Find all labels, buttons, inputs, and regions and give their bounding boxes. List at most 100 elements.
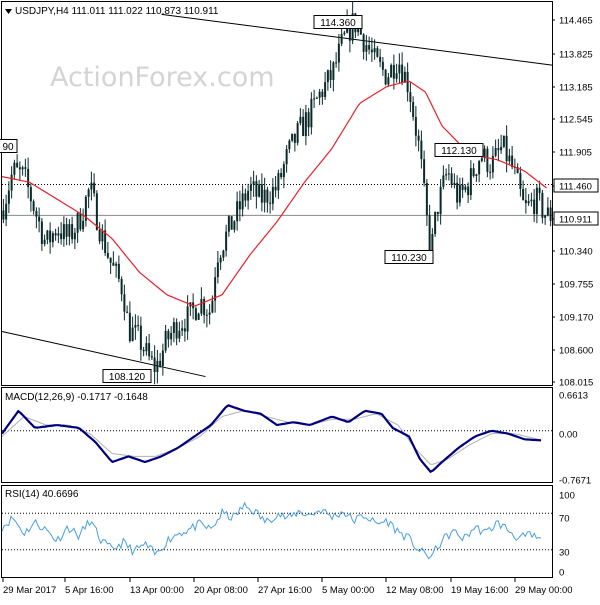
candle-body [450, 173, 453, 185]
candle-body [530, 199, 533, 202]
price-tick-label: 110.911 [559, 215, 592, 226]
candle-body [368, 45, 371, 50]
moving-average-line [1, 80, 547, 307]
candle-body [183, 328, 186, 332]
candle-body [398, 64, 401, 74]
candle-body [219, 257, 222, 263]
candle-body [115, 263, 118, 266]
candle-body [395, 73, 398, 79]
candle-body [233, 221, 236, 230]
candle-body [7, 190, 10, 204]
rsi-tick-label: 30 [559, 548, 570, 559]
left-edge-price-label-box [0, 139, 18, 153]
candle-body [266, 189, 269, 203]
macd-tick-label: 0.00 [559, 430, 578, 441]
candle-body [296, 123, 299, 143]
candle-body [491, 155, 494, 173]
low-price-label: 108.120 [109, 372, 146, 383]
candle-body [384, 69, 387, 85]
macd-main-line [1, 404, 542, 474]
candle-body [54, 233, 57, 236]
candle-body [313, 98, 316, 100]
candle-body [205, 314, 208, 316]
trendline-upper [161, 13, 553, 66]
x-tick-label: 29 Mar 2017 [3, 585, 56, 596]
candle-body [502, 135, 505, 147]
dropdown-triangle-icon[interactable] [5, 9, 12, 14]
candle-body [186, 306, 189, 332]
candle-body [159, 360, 162, 367]
candle-body [150, 356, 153, 358]
candle-body [340, 34, 343, 44]
candle-body [208, 312, 211, 315]
candle-body [293, 133, 296, 143]
candle-body [315, 97, 318, 99]
candle-body [533, 199, 536, 214]
price-tick-label: 111.460 [559, 182, 592, 193]
candle-body [337, 43, 340, 63]
candle-body [269, 202, 272, 204]
candle-body [181, 328, 184, 331]
candle-body [365, 45, 368, 52]
left-edge-price-label: 90 [2, 142, 14, 153]
rsi-title: RSI(14) 40.6696 [5, 489, 79, 500]
price-tick-label: 108.600 [559, 346, 593, 357]
candle-body [109, 257, 112, 263]
candle-body [142, 349, 145, 352]
candle-body [101, 230, 104, 242]
candle-body [258, 184, 261, 197]
candle-body [60, 233, 63, 240]
price-tick-label: 113.185 [559, 83, 593, 94]
candle-body [519, 173, 522, 190]
rsi-panel-frame [1, 485, 553, 578]
macd-tick-label: 0.6613 [559, 391, 588, 402]
candle-body [21, 167, 24, 170]
candle-body [425, 183, 428, 216]
candle-body [68, 224, 71, 237]
candle-body [123, 294, 126, 312]
candle-body [76, 213, 79, 233]
price-tick-box [553, 178, 599, 193]
candle-body [329, 70, 332, 80]
x-axis: 29 Mar 2017 5 Apr 16:00 13 Apr 00:00 20 Apr… [2, 578, 573, 596]
candle-body [442, 175, 445, 187]
candle-body [277, 173, 280, 191]
candle-body [522, 189, 525, 201]
x-tick-label: 12 May 08:00 [386, 585, 444, 596]
candle-body [82, 220, 85, 230]
candle-body [93, 182, 96, 194]
candle-body [5, 203, 8, 220]
candle-body [453, 182, 456, 185]
candle-body [172, 322, 175, 333]
candle-body [434, 211, 437, 235]
candle-body [62, 224, 65, 240]
candle-body [458, 184, 461, 203]
candle-body [24, 167, 27, 169]
candle-body [480, 158, 483, 162]
candle-body [343, 32, 346, 35]
price-tick-label: 114.465 [559, 16, 593, 27]
candle-body [387, 77, 390, 85]
rsi-tick-label: 0 [559, 568, 564, 579]
candle-body [401, 64, 404, 83]
candle-body [332, 62, 335, 80]
candle-body [420, 140, 423, 160]
candle-body [43, 239, 46, 244]
candle-body [326, 70, 329, 83]
candle-body [16, 162, 19, 168]
candle-body [362, 34, 365, 52]
price-panel-frame [1, 1, 553, 386]
candle-body [304, 112, 307, 136]
price-tick-label: 113.825 [559, 50, 593, 61]
candle-body [35, 210, 38, 217]
candle-body [302, 116, 305, 136]
candle-body [120, 278, 123, 295]
candle-body [128, 312, 131, 342]
candle-body [112, 262, 115, 266]
candle-body [478, 161, 481, 175]
candle-body [73, 232, 76, 240]
candle-body [288, 140, 291, 150]
x-tick-label: 20 Apr 08:00 [194, 585, 248, 596]
